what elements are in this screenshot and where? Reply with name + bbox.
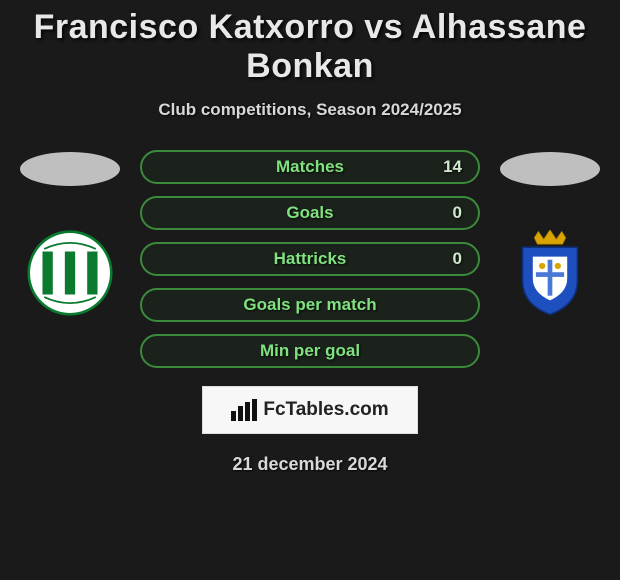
left-side — [20, 150, 120, 316]
left-club-badge — [27, 230, 113, 316]
stats-list: Matches 14 Goals 0 Hattricks 0 Goals per… — [140, 150, 480, 368]
left-player-ellipse — [20, 152, 120, 186]
right-player-ellipse — [500, 152, 600, 186]
stat-right-value: 14 — [443, 157, 462, 177]
stat-label: Min per goal — [260, 341, 360, 361]
stat-row: Matches 14 — [140, 150, 480, 184]
stat-row: Goals 0 — [140, 196, 480, 230]
page-subtitle: Club competitions, Season 2024/2025 — [158, 100, 461, 120]
stat-row: Hattricks 0 — [140, 242, 480, 276]
brand-text: FcTables.com — [263, 399, 388, 421]
comparison-layout: Matches 14 Goals 0 Hattricks 0 Goals per… — [0, 150, 620, 368]
stat-right-value: 0 — [453, 203, 462, 223]
page-title: Francisco Katxorro vs Alhassane Bonkan — [0, 8, 620, 86]
stat-right-value: 0 — [453, 249, 462, 269]
brand-box[interactable]: FcTables.com — [202, 386, 418, 434]
right-club-badge — [507, 230, 593, 316]
brand-chart-icon — [231, 399, 257, 421]
stat-row: Goals per match — [140, 288, 480, 322]
right-side — [500, 150, 600, 316]
date-label: 21 december 2024 — [232, 454, 387, 475]
stat-row: Min per goal — [140, 334, 480, 368]
stat-label: Matches — [276, 157, 344, 177]
stat-label: Goals — [286, 203, 333, 223]
stat-label: Hattricks — [274, 249, 347, 269]
stat-label: Goals per match — [243, 295, 376, 315]
